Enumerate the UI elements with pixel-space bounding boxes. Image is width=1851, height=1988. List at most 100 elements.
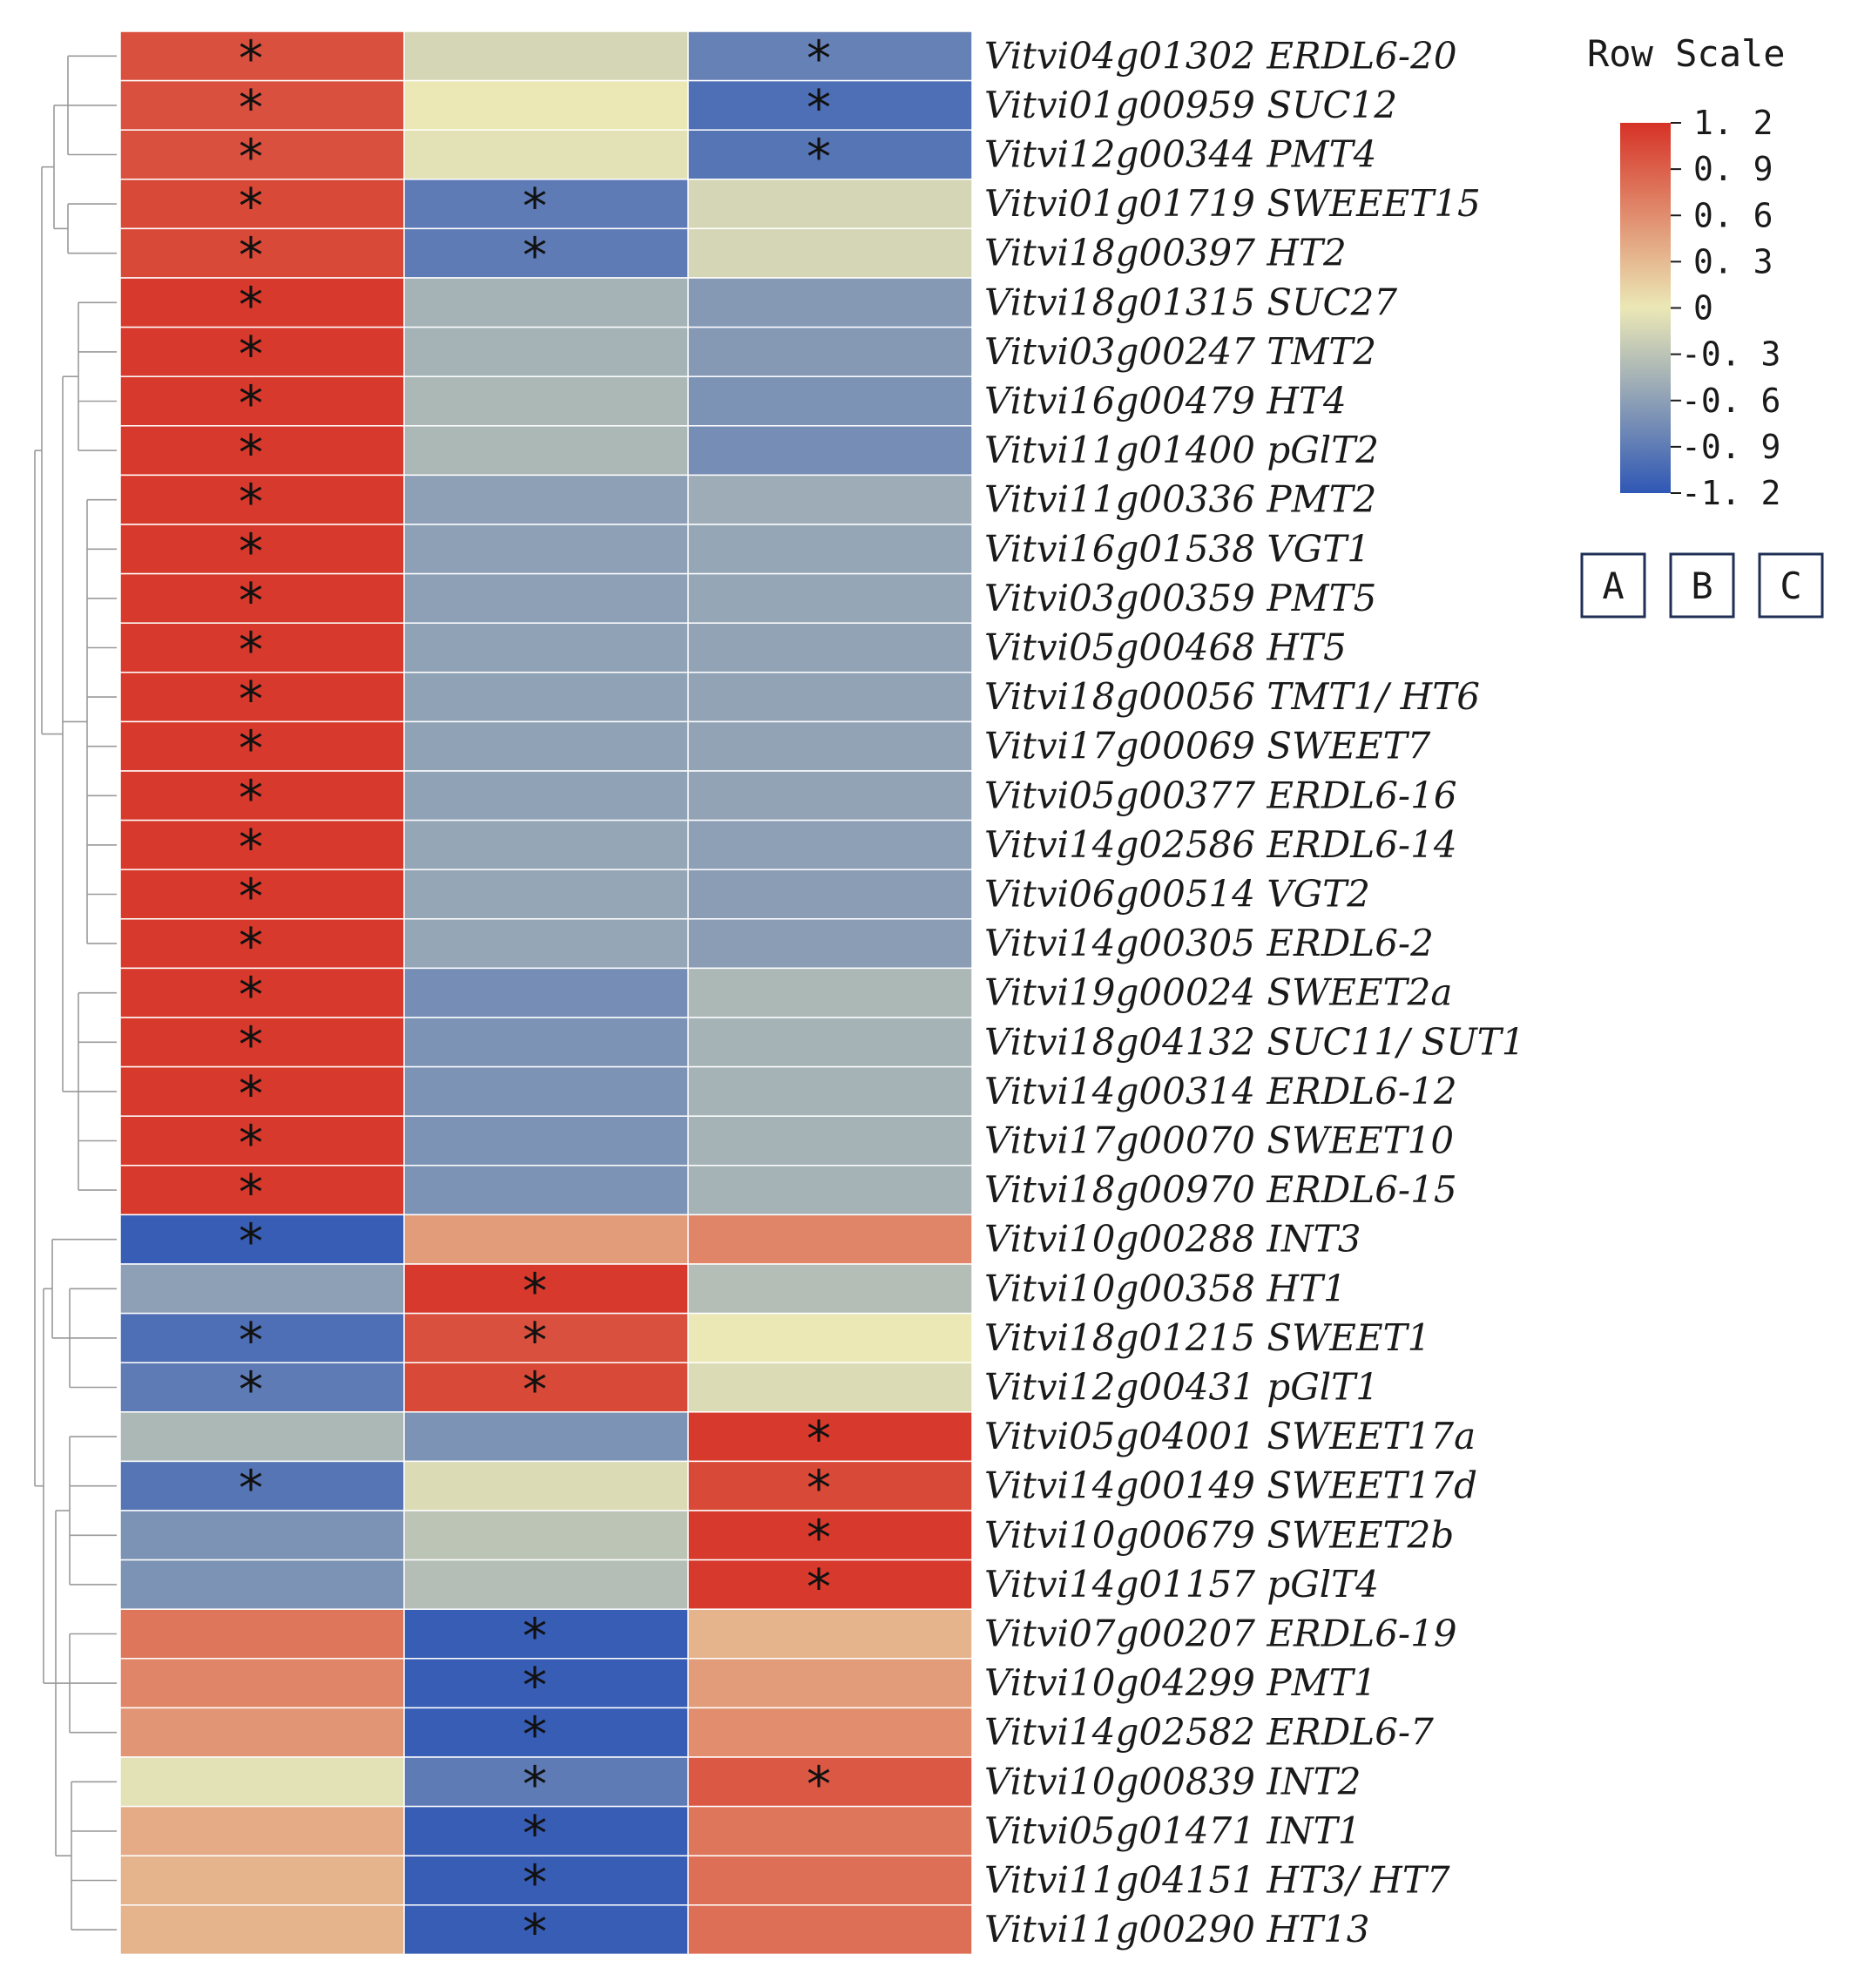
heatmap-cell — [403, 672, 689, 723]
heatmap-cell — [403, 1460, 689, 1511]
significance-marker: * — [239, 770, 263, 827]
heatmap-cell — [403, 425, 689, 477]
heatmap-cell — [403, 524, 689, 575]
row-label: Vitvi05g00377 ERDL6-16 — [984, 774, 1457, 816]
heatmap-cell — [119, 720, 405, 772]
heatmap-cell — [403, 918, 689, 970]
heatmap-cell — [403, 1017, 689, 1068]
significance-marker: * — [523, 1856, 547, 1912]
heatmap-cell — [687, 227, 973, 279]
significance-marker: * — [239, 376, 263, 433]
heatmap-cell — [403, 1904, 689, 1956]
row-label: Vitvi10g04299 PMT1 — [984, 1661, 1376, 1704]
heatmap-cell — [119, 326, 405, 377]
heatmap-cell — [119, 277, 405, 328]
heatmap-cell — [687, 474, 973, 525]
heatmap-cell — [687, 1658, 973, 1709]
heatmap-cell — [687, 1904, 973, 1956]
heatmap-cell — [687, 967, 973, 1018]
heatmap-cell — [687, 277, 973, 328]
heatmap-cell — [403, 622, 689, 673]
row-label: Vitvi12g00344 PMT4 — [984, 133, 1376, 176]
row-label: Vitvi05g00468 HT5 — [984, 626, 1347, 669]
heatmap-cell — [119, 1904, 405, 1956]
row-label: Vitvi17g00069 SWEET7 — [984, 725, 1431, 767]
heatmap-cell — [687, 1707, 973, 1758]
significance-marker: * — [239, 918, 263, 975]
heatmap-cell — [403, 1411, 689, 1463]
row-label: Vitvi10g00358 HT1 — [984, 1267, 1347, 1309]
heatmap-cell — [119, 1017, 405, 1068]
row-label: Vitvi10g00679 SWEET2b — [984, 1513, 1454, 1556]
row-label: Vitvi03g00247 TMT2 — [984, 330, 1376, 373]
row-label: Vitvi12g00431 pGlT1 — [984, 1366, 1379, 1409]
significance-marker: * — [239, 1017, 263, 1073]
significance-marker: * — [523, 1904, 547, 1961]
column-key-box — [1580, 552, 1646, 619]
column-key-label: B — [1691, 565, 1713, 607]
row-label: Vitvi14g00314 ERDL6-12 — [984, 1070, 1457, 1112]
significance-marker: * — [239, 968, 263, 1024]
significance-marker: * — [523, 1609, 547, 1666]
heatmap-cell — [119, 967, 405, 1018]
row-label: Vitvi03g00359 PMT5 — [984, 577, 1376, 619]
row-label: Vitvi05g01471 INT1 — [984, 1809, 1361, 1852]
heatmap-cell — [687, 672, 973, 723]
column-key-label: C — [1780, 565, 1801, 607]
heatmap-cell — [403, 869, 689, 920]
heatmap-cell — [119, 622, 405, 673]
heatmap-cell — [119, 1707, 405, 1758]
heatmap-cell — [403, 30, 689, 82]
significance-marker: * — [239, 1313, 263, 1369]
significance-marker: * — [807, 1510, 831, 1566]
heatmap-cell — [687, 622, 973, 673]
heatmap-cell — [687, 326, 973, 377]
heatmap-cell — [687, 1065, 973, 1117]
heatmap-cell — [687, 129, 973, 180]
heatmap-cell — [119, 1608, 405, 1660]
heatmap-cell — [119, 819, 405, 870]
heatmap-cell — [403, 1707, 689, 1758]
heatmap-cell — [687, 79, 973, 131]
row-label: Vitvi14g02582 ERDL6-7 — [984, 1711, 1434, 1754]
heatmap-cell — [403, 179, 689, 230]
row-label: Vitvi18g00397 HT2 — [984, 232, 1347, 274]
heatmap-cell — [687, 1017, 973, 1068]
heatmap-cell — [119, 1805, 405, 1856]
column-key: A B C — [1580, 552, 1824, 619]
row-label: Vitvi19g00024 SWEET2a — [984, 971, 1452, 1014]
row-label: Vitvi18g04132 SUC11/ SUT1 — [984, 1020, 1525, 1063]
heatmap-cell — [687, 1559, 973, 1610]
heatmap-cell — [403, 474, 689, 525]
row-label: Vitvi11g00336 PMT2 — [984, 478, 1376, 521]
significance-marker: * — [239, 277, 263, 334]
heatmap-cell — [403, 1559, 689, 1610]
legend-tick-label: -0. 9 — [1681, 428, 1780, 466]
significance-marker: * — [239, 1461, 263, 1518]
significance-marker: * — [239, 80, 263, 137]
significance-marker: * — [239, 820, 263, 876]
significance-marker: * — [239, 1363, 263, 1419]
significance-marker: * — [239, 573, 263, 630]
legend-color-bar — [1620, 123, 1671, 493]
heatmap-cell — [403, 277, 689, 328]
legend-tick-label: -1. 2 — [1681, 474, 1780, 512]
heatmap-cell — [403, 819, 689, 870]
heatmap-cell — [687, 1362, 973, 1413]
heatmap-cell — [687, 869, 973, 920]
significance-marker: * — [807, 1411, 831, 1468]
row-label: Vitvi10g00288 INT3 — [984, 1218, 1361, 1261]
row-label: Vitvi14g00305 ERDL6-2 — [984, 922, 1434, 964]
heatmap-cell — [119, 1362, 405, 1413]
heatmap-cell — [687, 425, 973, 477]
column-key-label: A — [1602, 565, 1624, 607]
significance-marker: * — [807, 1756, 831, 1813]
significance-marker: * — [239, 475, 263, 531]
heatmap-cell — [687, 1855, 973, 1906]
heatmap-cell — [119, 1460, 405, 1511]
row-label: Vitvi17g00070 SWEET10 — [984, 1119, 1454, 1162]
heatmap-cell — [403, 1510, 689, 1561]
heatmap-cell — [119, 1214, 405, 1265]
significance-marker: * — [807, 1461, 831, 1518]
